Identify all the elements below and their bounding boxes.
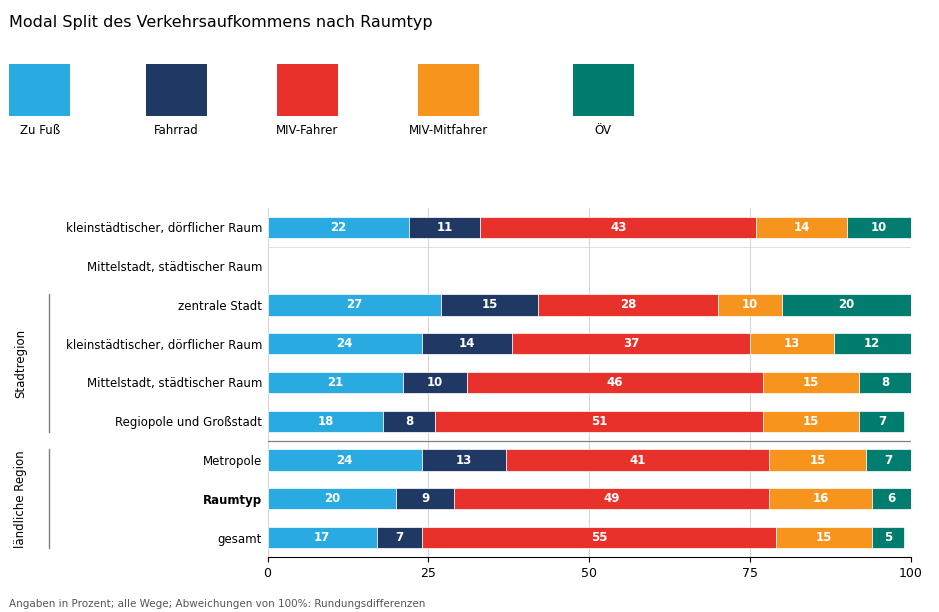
Text: 28: 28 [620,299,636,312]
Bar [859,411,904,432]
Bar [268,411,383,432]
Text: MIV-Fahrer: MIV-Fahrer [276,124,339,136]
Text: 41: 41 [629,453,646,466]
Bar [512,333,750,354]
Bar [454,488,769,509]
Text: 14: 14 [793,221,809,234]
Text: 46: 46 [607,376,623,389]
Bar [750,333,834,354]
Text: 18: 18 [317,415,333,428]
Bar [505,449,769,471]
Text: Fahrrad: Fahrrad [154,124,198,136]
Bar [268,372,403,393]
Bar [268,217,409,238]
Text: ÖV: ÖV [594,124,612,136]
Bar [403,372,467,393]
Bar [847,217,911,238]
Bar [268,333,422,354]
Text: 20: 20 [839,299,854,312]
Bar [762,372,859,393]
Bar [377,527,422,548]
Text: 8: 8 [405,415,413,428]
Text: 24: 24 [336,337,353,350]
Text: 15: 15 [482,299,498,312]
Text: Stadtregion: Stadtregion [14,329,27,398]
Text: 9: 9 [421,492,429,506]
Text: MIV-Mitfahrer: MIV-Mitfahrer [408,124,488,136]
Text: 7: 7 [885,453,892,466]
Text: 14: 14 [459,337,475,350]
Text: 51: 51 [591,415,607,428]
Bar [268,488,396,509]
Bar [782,294,911,316]
Bar [441,294,538,316]
Bar [769,488,872,509]
Text: 21: 21 [327,376,344,389]
Text: 7: 7 [395,531,404,544]
Text: 5: 5 [885,531,892,544]
Bar [396,488,454,509]
Text: 37: 37 [623,337,639,350]
Text: 10: 10 [742,299,758,312]
Bar [872,488,911,509]
Bar [769,449,866,471]
Text: 13: 13 [455,453,472,466]
Bar [409,217,480,238]
Text: 12: 12 [864,337,881,350]
Text: 11: 11 [437,221,453,234]
Bar [383,411,435,432]
Bar [268,294,441,316]
Bar [480,217,757,238]
Text: 10: 10 [870,221,886,234]
Text: 27: 27 [346,299,362,312]
Text: 15: 15 [803,415,820,428]
Bar [422,449,505,471]
Bar [538,294,717,316]
Bar [866,449,911,471]
Bar [435,411,762,432]
Bar [268,449,422,471]
Text: 15: 15 [809,453,825,466]
Text: 20: 20 [324,492,340,506]
Text: Angaben in Prozent; alle Wege; Abweichungen von 100%: Rundungsdifferenzen: Angaben in Prozent; alle Wege; Abweichun… [9,599,425,609]
Bar [834,333,911,354]
Bar [422,527,776,548]
Bar [776,527,872,548]
Text: Zu Fuß: Zu Fuß [20,124,60,136]
Bar [859,372,911,393]
Text: 22: 22 [331,221,346,234]
Bar [268,527,377,548]
Text: 15: 15 [816,531,832,544]
Bar [422,333,512,354]
Text: ländliche Region: ländliche Region [14,450,27,548]
Text: 6: 6 [887,492,896,506]
Text: 10: 10 [426,376,443,389]
Text: Modal Split des Verkehrsaufkommens nach Raumtyp: Modal Split des Verkehrsaufkommens nach … [9,15,433,31]
Bar [762,411,859,432]
Text: 8: 8 [881,376,889,389]
Bar [872,527,904,548]
Text: 17: 17 [315,531,331,544]
Bar [757,217,847,238]
Text: 24: 24 [336,453,353,466]
Text: 16: 16 [812,492,829,506]
Bar [467,372,762,393]
Text: 15: 15 [803,376,820,389]
Text: 43: 43 [610,221,626,234]
Text: 7: 7 [878,415,886,428]
Text: 13: 13 [784,337,800,350]
Text: 49: 49 [604,492,620,506]
Bar [717,294,782,316]
Text: 55: 55 [591,531,608,544]
